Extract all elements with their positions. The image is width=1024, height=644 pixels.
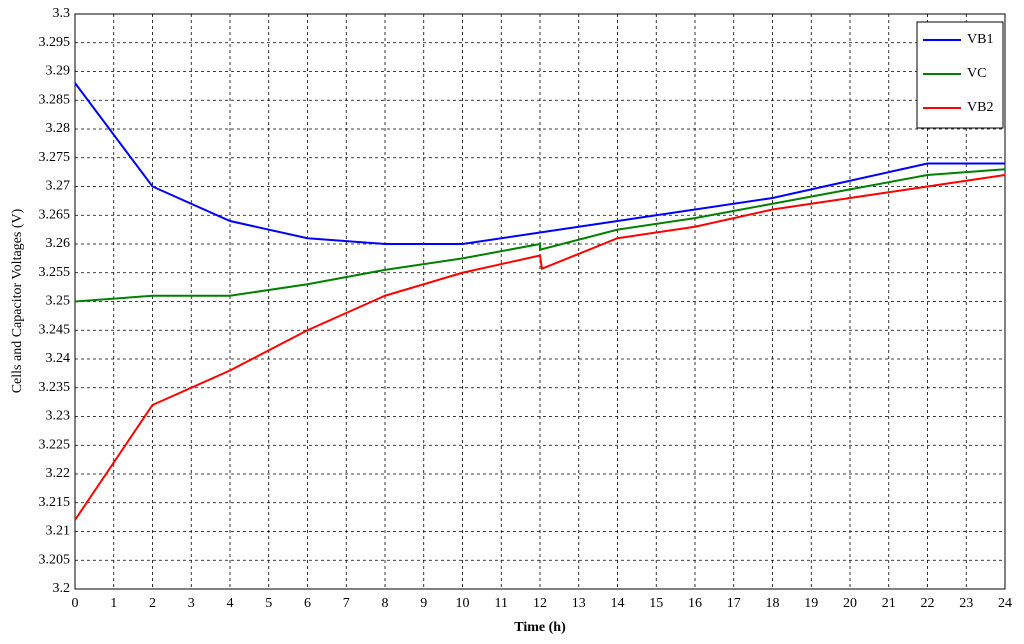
y-tick-label: 3.205 xyxy=(39,552,71,567)
y-tick-label: 3.27 xyxy=(46,179,71,194)
x-tick-label: 21 xyxy=(882,596,896,611)
x-tick-label: 16 xyxy=(688,596,702,611)
x-tick-label: 24 xyxy=(998,596,1012,611)
series-line xyxy=(74,82,1005,245)
y-tick-label: 3.225 xyxy=(39,437,71,452)
y-tick-label: 3.29 xyxy=(46,64,71,79)
y-tick-label: 3.21 xyxy=(46,524,71,539)
x-tick-label: 3 xyxy=(188,596,195,611)
y-tick-label: 3.265 xyxy=(39,207,71,222)
x-tick-label: 12 xyxy=(533,596,547,611)
series-line xyxy=(74,168,1006,303)
y-tick-label: 3.24 xyxy=(46,351,71,366)
x-tick-label: 15 xyxy=(649,596,663,611)
y-tick-label: 3.235 xyxy=(39,380,71,395)
y-tick-label: 3.275 xyxy=(39,150,71,165)
y-tick-label: 3.26 xyxy=(46,236,71,251)
legend-label: VC xyxy=(967,66,986,81)
x-axis-label: Time (h) xyxy=(514,620,566,635)
y-tick-label: 3.28 xyxy=(46,121,71,136)
y-tick-label: 3.285 xyxy=(39,92,71,107)
x-tick-label: 19 xyxy=(804,596,818,611)
x-tick-label: 18 xyxy=(766,596,780,611)
x-tick-label: 22 xyxy=(921,596,935,611)
x-tick-label: 13 xyxy=(572,596,586,611)
x-tick-label: 7 xyxy=(343,596,350,611)
y-tick-label: 3.23 xyxy=(46,409,71,424)
y-tick-label: 3.2 xyxy=(53,581,71,596)
y-tick-label: 3.3 xyxy=(53,6,71,21)
x-tick-label: 11 xyxy=(495,596,508,611)
x-tick-label: 8 xyxy=(382,596,389,611)
x-tick-label: 6 xyxy=(304,596,311,611)
x-tick-label: 17 xyxy=(727,596,741,611)
y-tick-label: 3.25 xyxy=(46,294,71,309)
x-tick-label: 20 xyxy=(843,596,857,611)
x-tick-label: 4 xyxy=(227,596,234,611)
y-tick-label: 3.215 xyxy=(39,495,71,510)
x-tick-label: 0 xyxy=(72,596,79,611)
y-axis-label: Cells and Capacitor Voltages (V) xyxy=(10,208,25,393)
y-tick-label: 3.22 xyxy=(46,466,71,481)
x-tick-label: 9 xyxy=(420,596,427,611)
x-tick-label: 14 xyxy=(611,596,625,611)
x-tick-label: 23 xyxy=(959,596,973,611)
series-line xyxy=(74,174,1006,521)
x-tick-label: 1 xyxy=(110,596,117,611)
y-tick-label: 3.245 xyxy=(39,322,71,337)
legend-label: VB1 xyxy=(967,32,993,47)
y-tick-label: 3.255 xyxy=(39,265,71,280)
x-tick-label: 2 xyxy=(149,596,156,611)
y-tick-label: 3.295 xyxy=(39,35,71,50)
x-tick-label: 10 xyxy=(456,596,470,611)
legend-label: VB2 xyxy=(967,100,993,115)
x-tick-label: 5 xyxy=(265,596,272,611)
